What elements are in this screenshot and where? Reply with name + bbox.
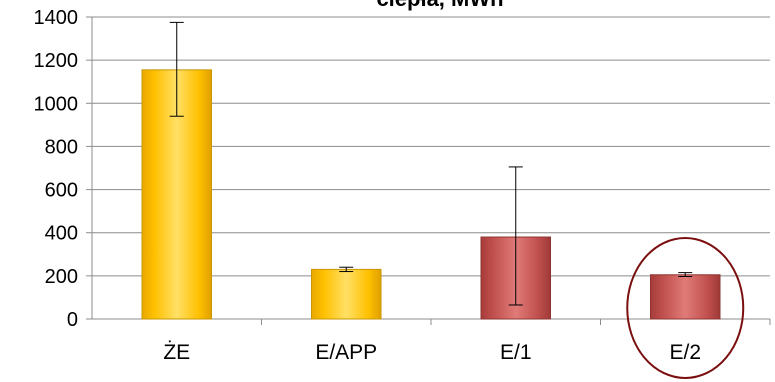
bar-1 [311,268,382,320]
y-tick-label-600: 600 [45,180,78,202]
y-tick-label-1000: 1000 [34,93,79,115]
labels: 0 200 400 600 800 1000 1200 1400 ŻE E/APP E/1 E/2 [34,7,702,364]
x-tick-label-3: E/2 [669,341,701,364]
y-tick-label-400: 400 [45,223,78,245]
error-bars [169,21,693,306]
chart-title: ciepła, MWh [376,0,503,11]
y-tick-label-0: 0 [67,309,78,331]
highlight [626,237,745,379]
bar-3 [650,274,721,320]
y-tick-label-800: 800 [45,136,78,158]
highlight-circle [626,237,745,379]
x-tick-label-0: ŻE [163,341,190,364]
x-tick-label-2: E/1 [500,341,532,364]
y-tick-label-1200: 1200 [34,50,79,72]
bar-0 [141,69,212,320]
y-tick-label-200: 200 [45,266,78,288]
bars [141,69,721,320]
y-tick-label-1400: 1400 [34,7,79,29]
x-tick-label-1: E/APP [315,341,377,364]
